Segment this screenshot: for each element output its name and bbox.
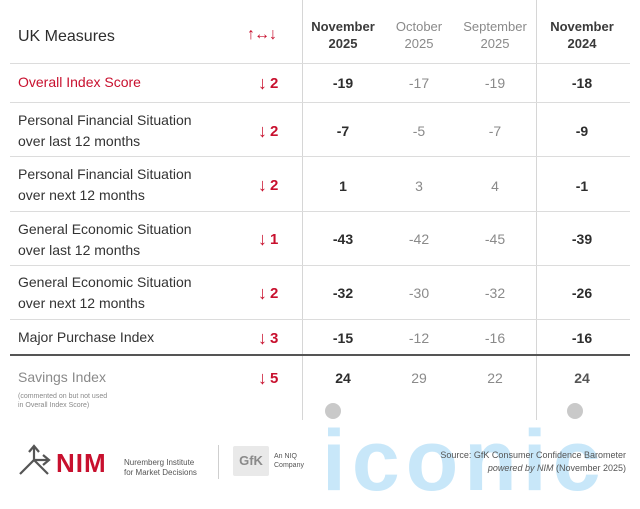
row-label-general-economic-last: General Economic Situation over last 12 m… [18, 221, 192, 258]
change-indicator: ↓ 2 [258, 283, 279, 303]
value-cell: -5 [412, 123, 426, 139]
value-cell: -7 [488, 123, 502, 139]
row-divider [10, 319, 630, 320]
column-header-nov-2024: November 2024 [550, 19, 614, 51]
row-divider [10, 102, 630, 103]
column-divider [536, 0, 537, 420]
value-cell: -19 [484, 75, 506, 91]
row-divider [10, 63, 630, 64]
row-divider [10, 211, 630, 212]
value-cell: 24 [574, 370, 590, 386]
column-header-oct-2025: October 2025 [395, 19, 443, 51]
value-cell: -17 [408, 75, 430, 91]
nim-arrows-icon [19, 444, 51, 475]
savings-divider [10, 354, 630, 356]
column-header-sep-2025: September 2025 [463, 19, 527, 51]
logo-separator [218, 445, 219, 479]
value-cell: -19 [332, 75, 354, 91]
row-divider [10, 265, 630, 266]
value-cell: -42 [408, 231, 430, 247]
nim-logo: NIM [18, 444, 118, 478]
value-cell: -32 [332, 285, 354, 301]
row-label-savings-index: Savings Index [18, 369, 106, 385]
change-direction-icon: ↑↔↓ [247, 26, 277, 43]
change-indicator: ↓ 5 [258, 368, 279, 388]
value-cell: 24 [335, 370, 351, 386]
value-cell: 3 [415, 178, 423, 194]
row-divider [10, 156, 630, 157]
gfk-logo: GfK [233, 446, 269, 476]
value-cell: -1 [575, 178, 589, 194]
value-cell: -43 [332, 231, 354, 247]
value-cell: 4 [491, 178, 499, 194]
change-indicator: ↓ 3 [258, 328, 279, 348]
watermark: iconic [322, 413, 607, 509]
down-arrow-icon: ↓ [258, 175, 267, 195]
value-cell: -39 [571, 231, 593, 247]
value-cell: -15 [332, 330, 354, 346]
value-cell: -7 [336, 123, 350, 139]
value-cell: -16 [484, 330, 506, 346]
source-note: Source: GfK Consumer Confidence Baromete… [440, 450, 626, 473]
nim-brand: NIM [56, 448, 107, 478]
value-cell: -32 [484, 285, 506, 301]
nim-name: Nuremberg Institute for Market Decisions [124, 458, 197, 477]
value-cell: -30 [408, 285, 430, 301]
down-arrow-icon: ↓ [258, 328, 267, 348]
row-label-general-economic-next: General Economic Situation over next 12 m… [18, 274, 192, 311]
change-indicator: ↓ 2 [258, 175, 279, 195]
change-indicator: ↓ 1 [258, 229, 279, 249]
value-cell: -9 [575, 123, 589, 139]
row-label-personal-financial-last: Personal Financial Situation over last 12… [18, 112, 192, 149]
down-arrow-icon: ↓ [258, 73, 267, 93]
down-arrow-icon: ↓ [258, 121, 267, 141]
row-label-major-purchase: Major Purchase Index [18, 329, 155, 345]
column-header-nov-2025: November 2025 [311, 19, 375, 51]
value-cell: -12 [408, 330, 430, 346]
value-cell: -16 [571, 330, 593, 346]
down-arrow-icon: ↓ [258, 229, 267, 249]
row-label-personal-financial-next: Personal Financial Situation over next 12… [18, 166, 192, 203]
value-cell: 1 [339, 178, 347, 194]
gfk-tagline: An NIQ Company [274, 453, 304, 469]
value-cell: 29 [411, 370, 427, 386]
marker-dot [325, 403, 341, 419]
down-arrow-icon: ↓ [258, 368, 267, 388]
table-title: UK Measures [18, 28, 115, 45]
value-cell: -18 [571, 75, 593, 91]
marker-dot [567, 403, 583, 419]
savings-note: (commented on but not used in Overall Ind… [18, 393, 108, 409]
value-cell: -26 [571, 285, 593, 301]
row-label-overall-index: Overall Index Score [18, 74, 141, 90]
value-cell: 22 [487, 370, 503, 386]
change-indicator: ↓ 2 [258, 121, 279, 141]
column-divider [302, 0, 303, 420]
down-arrow-icon: ↓ [258, 283, 267, 303]
value-cell: -45 [484, 231, 506, 247]
change-indicator: ↓ 2 [258, 73, 279, 93]
